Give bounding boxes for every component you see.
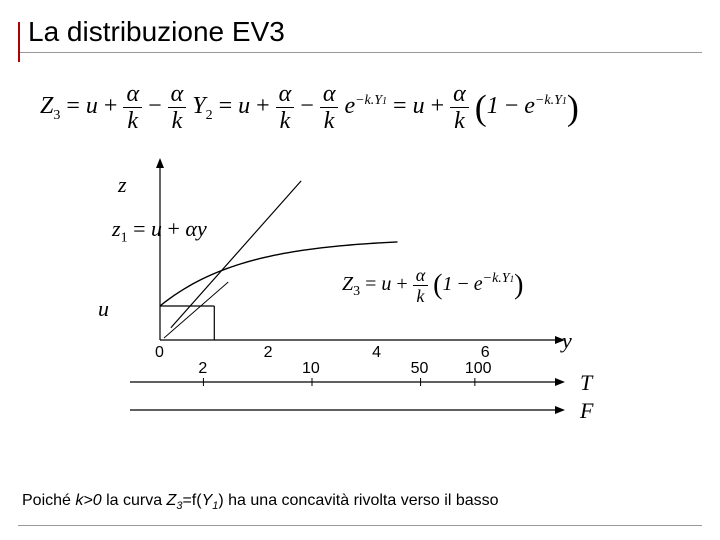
t-tick-label: 100 bbox=[465, 360, 492, 378]
T-axis-label: T bbox=[580, 370, 592, 396]
main-formula: Z3 = u + αk − αk Y2 = u + αk − αk e−k.Y1… bbox=[40, 82, 579, 133]
footer-cond: k>0 bbox=[75, 492, 101, 509]
footer-prefix: Poiché bbox=[22, 492, 75, 509]
t-tick-label: 10 bbox=[302, 360, 320, 378]
bottom-rule bbox=[18, 525, 702, 526]
t-tick-label: 2 bbox=[198, 360, 207, 378]
z-axis-label: z bbox=[118, 172, 127, 198]
chart: z y T F u z1 = u + αy Z3 = u + αk (1 − e… bbox=[70, 150, 630, 430]
footer-suffix: ) ha una concavità rivolta verso il bass… bbox=[218, 492, 498, 509]
z3-curve-formula-label: Z3 = u + αk (1 − e−k.Y1) bbox=[342, 266, 523, 305]
title-underline bbox=[18, 52, 702, 53]
footer-Z: Z bbox=[167, 492, 177, 509]
y-tick-label: 0 bbox=[155, 344, 164, 362]
y-axis-label: y bbox=[562, 328, 572, 354]
t-tick-label: 50 bbox=[411, 360, 429, 378]
footer-eq: =f( bbox=[182, 492, 201, 509]
footer-mid: la curva bbox=[102, 492, 167, 509]
slide: La distribuzione EV3 Z3 = u + αk − αk Y2… bbox=[0, 0, 720, 540]
accent-bar bbox=[18, 22, 20, 62]
footer-Y: Y bbox=[202, 492, 213, 509]
u-label: u bbox=[98, 296, 109, 322]
page-title: La distribuzione EV3 bbox=[28, 16, 704, 48]
y-tick-label: 4 bbox=[372, 344, 381, 362]
y-tick-label: 2 bbox=[264, 344, 273, 362]
z1-formula-label: z1 = u + αy bbox=[112, 216, 207, 246]
F-axis-label: F bbox=[580, 398, 593, 424]
footer-caption: Poiché k>0 la curva Z3=f(Y1) ha una conc… bbox=[22, 492, 499, 512]
